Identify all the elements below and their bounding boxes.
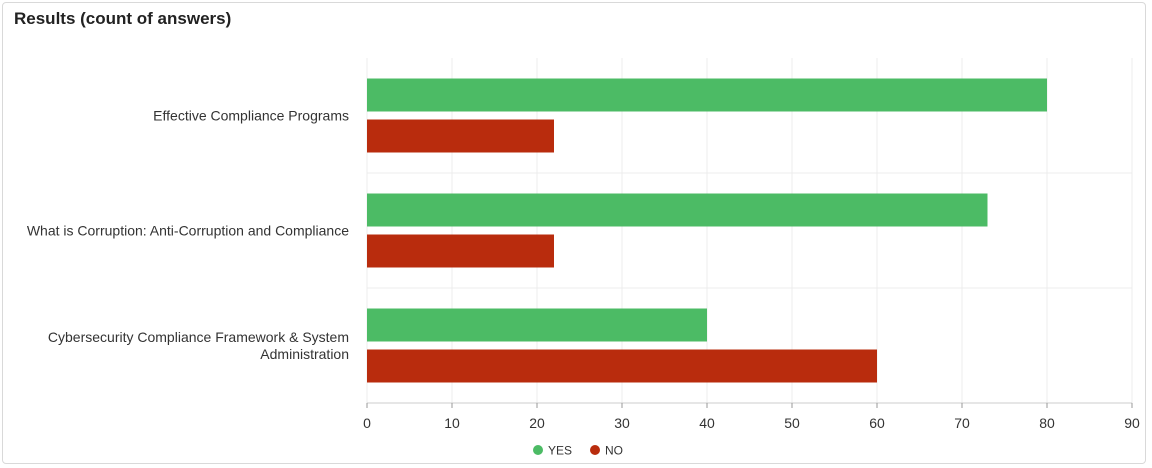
category-labels: Effective Compliance Programs What is Cor…	[27, 108, 349, 363]
bars	[367, 78, 1047, 383]
category-label-2: Cybersecurity Compliance Framework & Sys…	[48, 329, 349, 362]
legend-swatch-no	[590, 445, 600, 455]
legend-swatch-yes	[533, 445, 543, 455]
bar-yes-2	[367, 308, 707, 342]
x-tick-label-40: 40	[699, 415, 715, 431]
bar-yes-1	[367, 193, 988, 227]
x-tick-label-60: 60	[869, 415, 885, 431]
legend-label-no: NO	[605, 444, 623, 458]
x-tick-label-30: 30	[614, 415, 630, 431]
category-label-line: Administration	[260, 346, 349, 362]
category-label-line: What is Corruption: Anti-Corruption and …	[27, 223, 349, 239]
bar-yes-0	[367, 78, 1047, 112]
x-tick-label-50: 50	[784, 415, 800, 431]
category-label-line: Cybersecurity Compliance Framework & Sys…	[48, 329, 349, 345]
legend: YES NO	[533, 444, 623, 458]
bar-no-0	[367, 119, 554, 153]
x-tick-label-90: 90	[1124, 415, 1140, 431]
category-label-0: Effective Compliance Programs	[153, 108, 349, 124]
x-tick-label-0: 0	[363, 415, 371, 431]
chart-title: Results (count of answers)	[14, 9, 232, 28]
x-tick-label-20: 20	[529, 415, 545, 431]
x-tick-label-10: 10	[444, 415, 460, 431]
x-tick-label-70: 70	[954, 415, 970, 431]
bar-no-2	[367, 349, 877, 383]
category-label-line: Effective Compliance Programs	[153, 108, 349, 124]
bar-no-1	[367, 234, 554, 268]
category-label-1: What is Corruption: Anti-Corruption and …	[27, 223, 349, 239]
x-axis: 0 10 20 30 40 50 60 70 80 90	[363, 402, 1140, 431]
legend-label-yes: YES	[548, 444, 572, 458]
x-tick-label-80: 80	[1039, 415, 1055, 431]
